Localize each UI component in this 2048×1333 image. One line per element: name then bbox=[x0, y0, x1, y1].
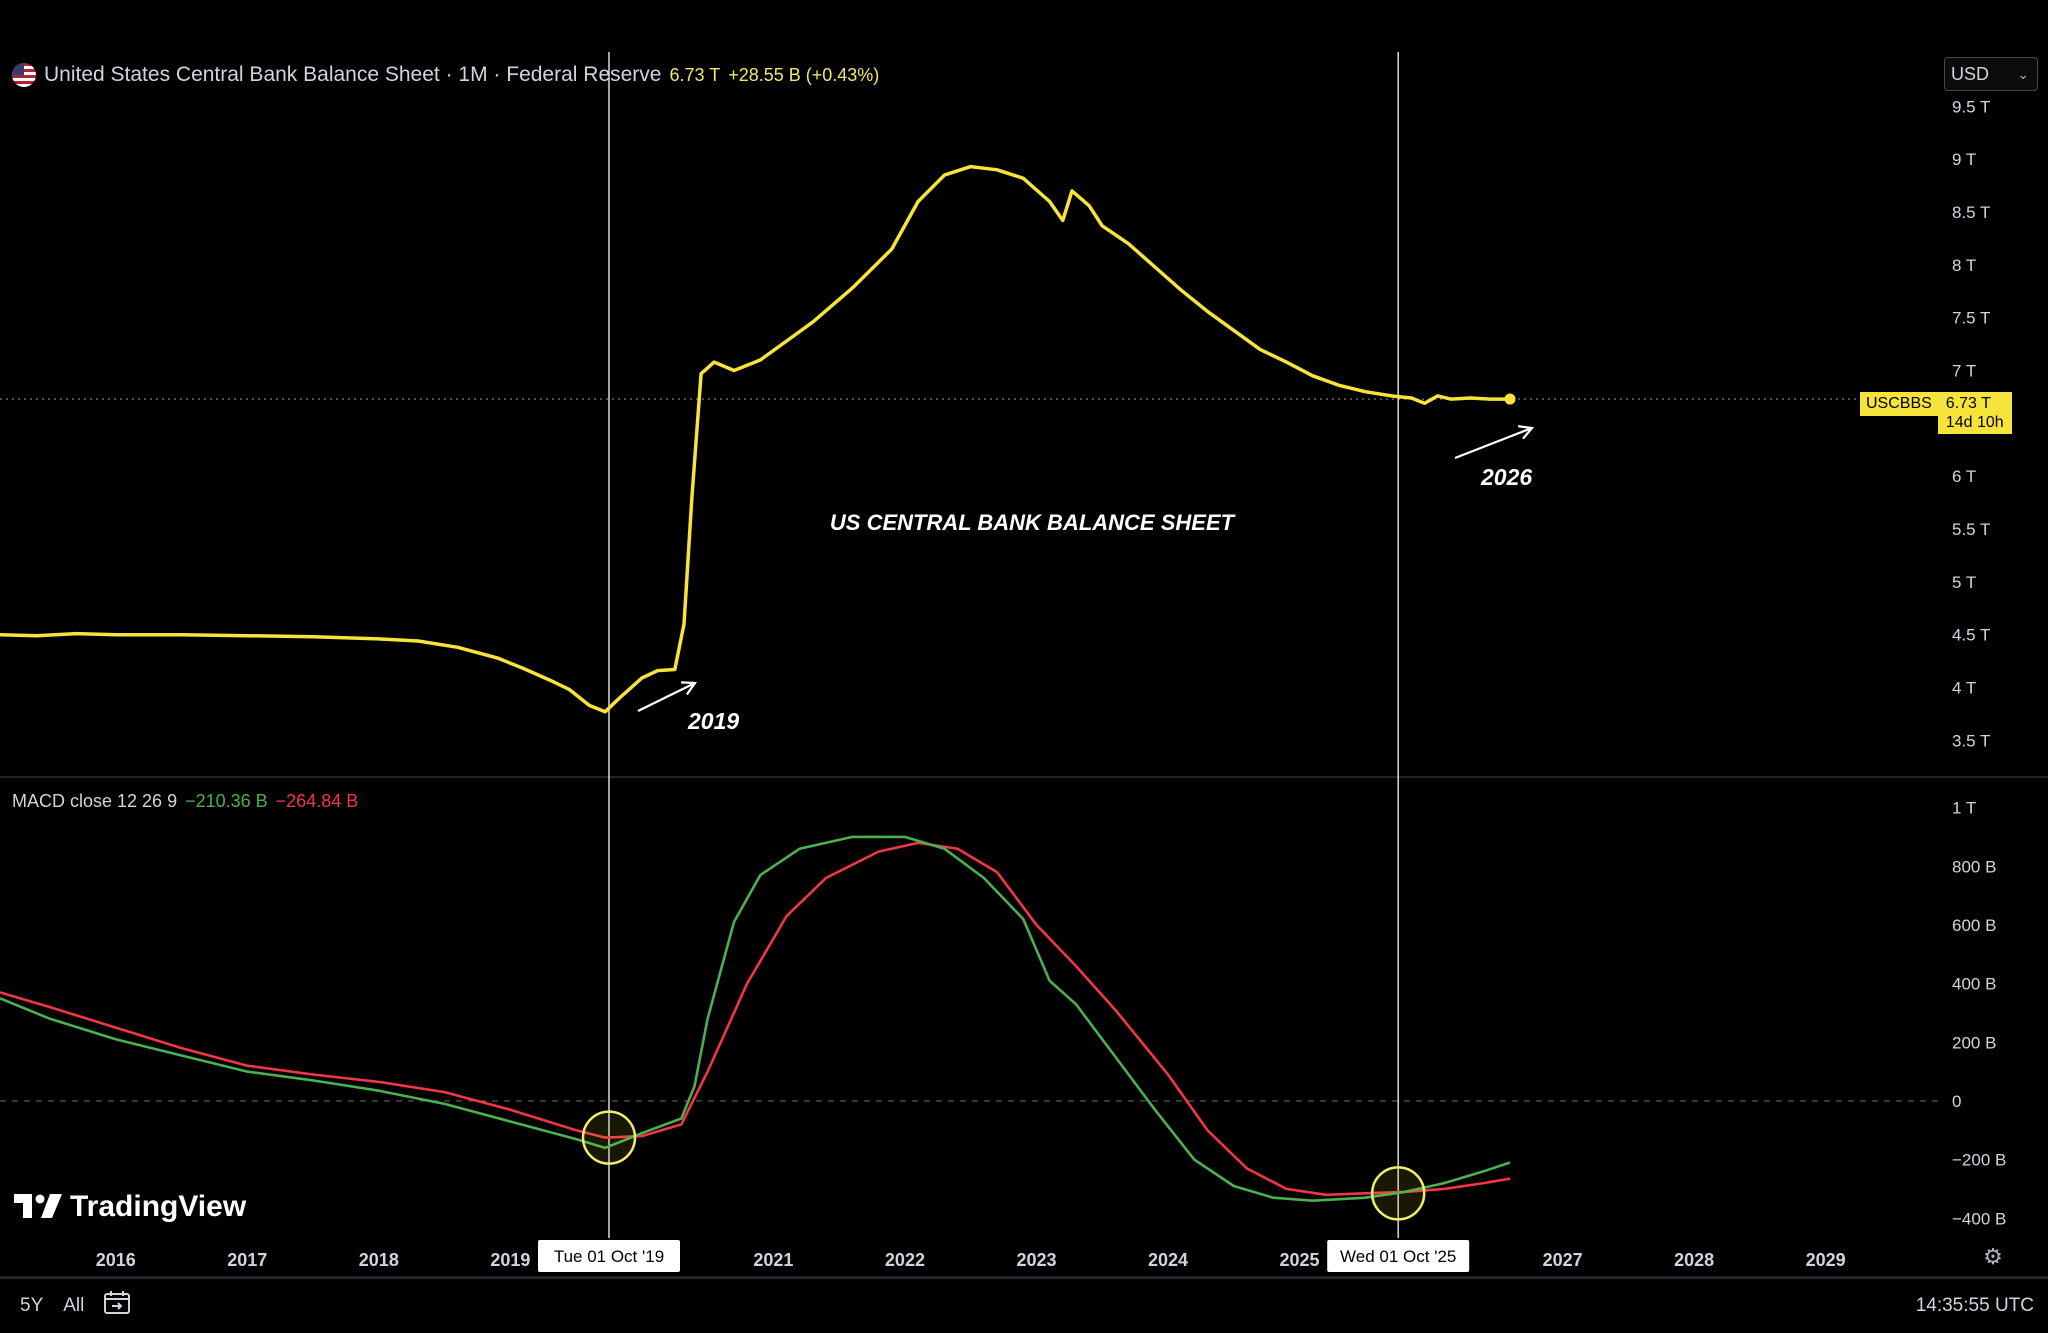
calendar-icon bbox=[104, 1291, 131, 1314]
price-axis-tick-label: 7 T bbox=[1952, 362, 1976, 381]
time-axis-tick-label: 2023 bbox=[1016, 1250, 1056, 1270]
price-tag: USCBBS 6.73 T 14d 10h bbox=[1860, 392, 2012, 434]
tradingview-logo: TradingView bbox=[14, 1190, 246, 1224]
price-axis-tick-label: 5 T bbox=[1952, 573, 1976, 592]
last-value: 6.73 T bbox=[669, 64, 721, 85]
macd-legend: MACD close 12 26 9 −210.36 B −264.84 B bbox=[12, 788, 358, 814]
arrow-2026-icon-head bbox=[1517, 425, 1535, 440]
date-range-calendar-icon[interactable] bbox=[104, 1291, 131, 1321]
last-point-marker bbox=[1504, 393, 1516, 405]
macd-axis-tick-label: 0 bbox=[1952, 1092, 1961, 1111]
annotation-title: US CENTRAL BANK BALANCE SHEET bbox=[830, 510, 1236, 535]
utc-clock: 14:35:55 UTC bbox=[1915, 1295, 2034, 1316]
macd-axis-tick-label: −400 B bbox=[1952, 1209, 2006, 1228]
crosshair-date-label-2019-box bbox=[537, 1240, 680, 1272]
macd-axis-tick-label: 600 B bbox=[1952, 916, 1996, 935]
macd-axis-tick-label: 800 B bbox=[1952, 857, 1996, 876]
price-tag-symbol: USCBBS bbox=[1860, 392, 1938, 416]
price-tag-countdown: 14d 10h bbox=[1945, 414, 2004, 431]
macd-line bbox=[0, 835, 1511, 1203]
macd-legend-label[interactable]: MACD close 12 26 9 bbox=[12, 790, 178, 811]
chevron-down-icon: ⌄ bbox=[2017, 65, 2029, 82]
price-tag-value-box: 6.73 T 14d 10h bbox=[1937, 392, 2012, 434]
macd-axis-tick-label: 1 T bbox=[1952, 799, 1976, 818]
price-axis-tick-label: 4.5 T bbox=[1952, 626, 1990, 645]
balance-sheet-line bbox=[0, 164, 1510, 714]
price-axis-tick-label: 8.5 T bbox=[1952, 203, 1990, 222]
time-axis-tick-label: 2024 bbox=[1148, 1250, 1188, 1270]
price-axis-tick-label: 8 T bbox=[1952, 256, 1976, 275]
signal-value: −264.84 B bbox=[275, 790, 359, 811]
annotation-label-2026: 2026 bbox=[1480, 464, 1532, 490]
macd-axis-tick-label: 400 B bbox=[1952, 975, 1996, 994]
price-axis-tick-label: 6 T bbox=[1952, 467, 1976, 486]
series-legend: United States Central Bank Balance Sheet… bbox=[12, 60, 879, 90]
time-axis-tick-label: 2019 bbox=[490, 1250, 530, 1270]
time-axis-tick-label: 2017 bbox=[227, 1250, 267, 1270]
currency-select[interactable]: USD ⌄ bbox=[1944, 57, 2038, 91]
time-axis-tick-label: 2022 bbox=[885, 1250, 925, 1270]
price-axis-tick-label: 9.5 T bbox=[1952, 97, 1990, 116]
arrow-2026-icon bbox=[1454, 425, 1535, 460]
time-axis-tick-label: 2027 bbox=[1543, 1250, 1583, 1270]
bottom-toolbar: 5Y All 14:35:55 UTC bbox=[0, 1278, 2048, 1333]
price-axis-tick-label: 9 T bbox=[1952, 150, 1976, 169]
price-axis-tick-label: 4 T bbox=[1952, 678, 1976, 697]
arrow-2019-icon bbox=[637, 681, 698, 712]
crosshair-date-label-2019: Tue 01 Oct '19 bbox=[554, 1247, 664, 1266]
macd-axis-tick-label: −200 B bbox=[1952, 1151, 2006, 1170]
time-axis-tick-label: 2016 bbox=[96, 1250, 136, 1270]
time-axis-tick-label: 2029 bbox=[1806, 1250, 1846, 1270]
series-title[interactable]: United States Central Bank Balance Sheet… bbox=[44, 63, 662, 86]
price-axis-tick-label: 7.5 T bbox=[1952, 309, 1990, 328]
range-all-button[interactable]: All bbox=[63, 1295, 85, 1316]
currency-value: USD bbox=[1951, 63, 1990, 84]
annotation-label-2019: 2019 bbox=[687, 708, 739, 734]
tradingview-wordmark: TradingView bbox=[70, 1190, 247, 1223]
arrow-2019-icon-head bbox=[680, 681, 698, 696]
crosshair-date-label-2025-box bbox=[1327, 1240, 1470, 1272]
price-axis-tick-label: 5.5 T bbox=[1952, 520, 1990, 539]
time-axis-tick-label: 2021 bbox=[753, 1250, 793, 1270]
time-axis-tick-label: 2025 bbox=[1280, 1250, 1320, 1270]
crosshair-date-label-2025: Wed 01 Oct '25 bbox=[1340, 1247, 1456, 1266]
arrow-2026-icon-shaft bbox=[1454, 426, 1533, 460]
price-tag-value: 6.73 T bbox=[1945, 395, 1991, 412]
price-axis-tick-label: 3.5 T bbox=[1952, 731, 1990, 750]
settings-gear-icon[interactable]: ⚙ bbox=[1983, 1244, 2003, 1269]
macd-value: −210.36 B bbox=[185, 790, 268, 811]
signal-line bbox=[0, 841, 1511, 1197]
us-flag-icon bbox=[12, 63, 36, 87]
time-axis-tick-label: 2018 bbox=[359, 1250, 399, 1270]
tradingview-mark-icon bbox=[14, 1194, 62, 1218]
arrow-2019-icon-shaft bbox=[637, 682, 696, 712]
range-5y-button[interactable]: 5Y bbox=[20, 1295, 44, 1316]
crossover-highlight-2025 bbox=[1370, 1166, 1426, 1221]
time-axis-tick-label: 2028 bbox=[1674, 1250, 1714, 1270]
macd-axis-tick-label: 200 B bbox=[1952, 1033, 1996, 1052]
change-value: +28.55 B (+0.43%) bbox=[728, 64, 880, 85]
crossover-highlight-2019 bbox=[581, 1110, 637, 1165]
